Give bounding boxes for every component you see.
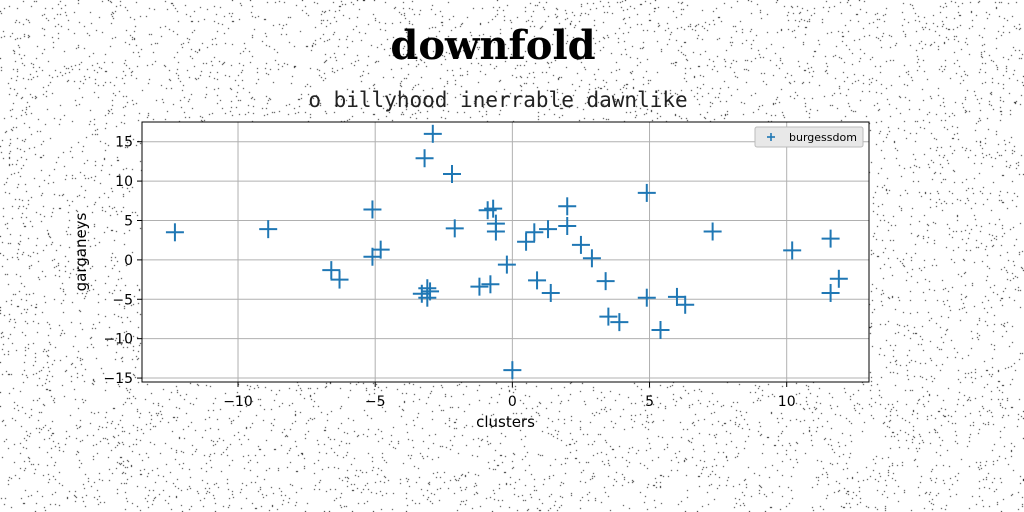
y-axis: −15 −10 −5 0 5 10 15 [103,135,142,387]
data-point [322,261,341,280]
data-point [637,288,656,307]
chart-subtitle: o billyhood inerrable dawnlike [308,88,688,112]
data-point [423,124,442,143]
data-point [418,288,437,307]
y-tick-label: −10 [103,332,133,348]
y-tick-label: 5 [124,213,133,229]
legend-marker [767,133,775,141]
legend-label: burgessdom [789,131,857,144]
data-point [599,307,618,326]
plot-area [142,122,869,382]
data-point [703,222,722,241]
data-point [571,235,590,254]
x-tick-label: 0 [508,394,517,410]
data-point [558,217,577,235]
chart-title: downfold [390,22,596,69]
data-point [525,223,544,242]
plot-frame [141,121,870,383]
data-point [481,275,500,294]
data-point [783,241,802,260]
data-points [165,124,848,380]
data-point [582,249,601,268]
data-point [637,183,656,202]
x-axis-label: clusters [476,413,535,431]
data-point [484,199,503,218]
data-point [558,197,577,216]
data-point [497,255,516,274]
x-tick-label: −10 [223,394,253,410]
data-point [486,222,505,241]
data-point [610,313,629,332]
data-point [330,270,349,289]
y-tick-label: 15 [115,135,133,151]
y-tick-label: −15 [103,371,133,387]
data-point [445,219,464,238]
data-point [667,287,686,306]
data-point [596,272,615,291]
data-point [371,240,390,259]
y-tick-label: 10 [115,174,133,190]
data-point [541,283,560,302]
x-tick-label: 10 [778,394,796,410]
data-point [259,220,278,239]
data-point [821,229,840,248]
data-point [539,220,558,239]
x-axis: −10 −5 0 5 10 [223,382,796,410]
data-point [821,283,840,302]
grid-lines [142,122,869,382]
data-point [676,295,695,314]
data-point [651,321,670,339]
data-point [829,269,848,288]
y-tick-label: −5 [112,292,133,308]
data-point [443,165,462,183]
x-tick-label: −5 [365,394,386,410]
legend-box [754,126,864,148]
data-point [415,149,434,168]
legend: burgessdom [754,126,864,148]
y-axis-label: garganeys [72,212,90,291]
data-point [165,223,184,242]
data-point [528,271,547,290]
data-point [517,232,536,251]
data-point [503,361,522,380]
data-point [363,247,382,266]
data-point [470,277,489,296]
x-tick-label: 5 [645,394,654,410]
data-point [363,200,382,219]
y-tick-label: 0 [124,253,133,269]
